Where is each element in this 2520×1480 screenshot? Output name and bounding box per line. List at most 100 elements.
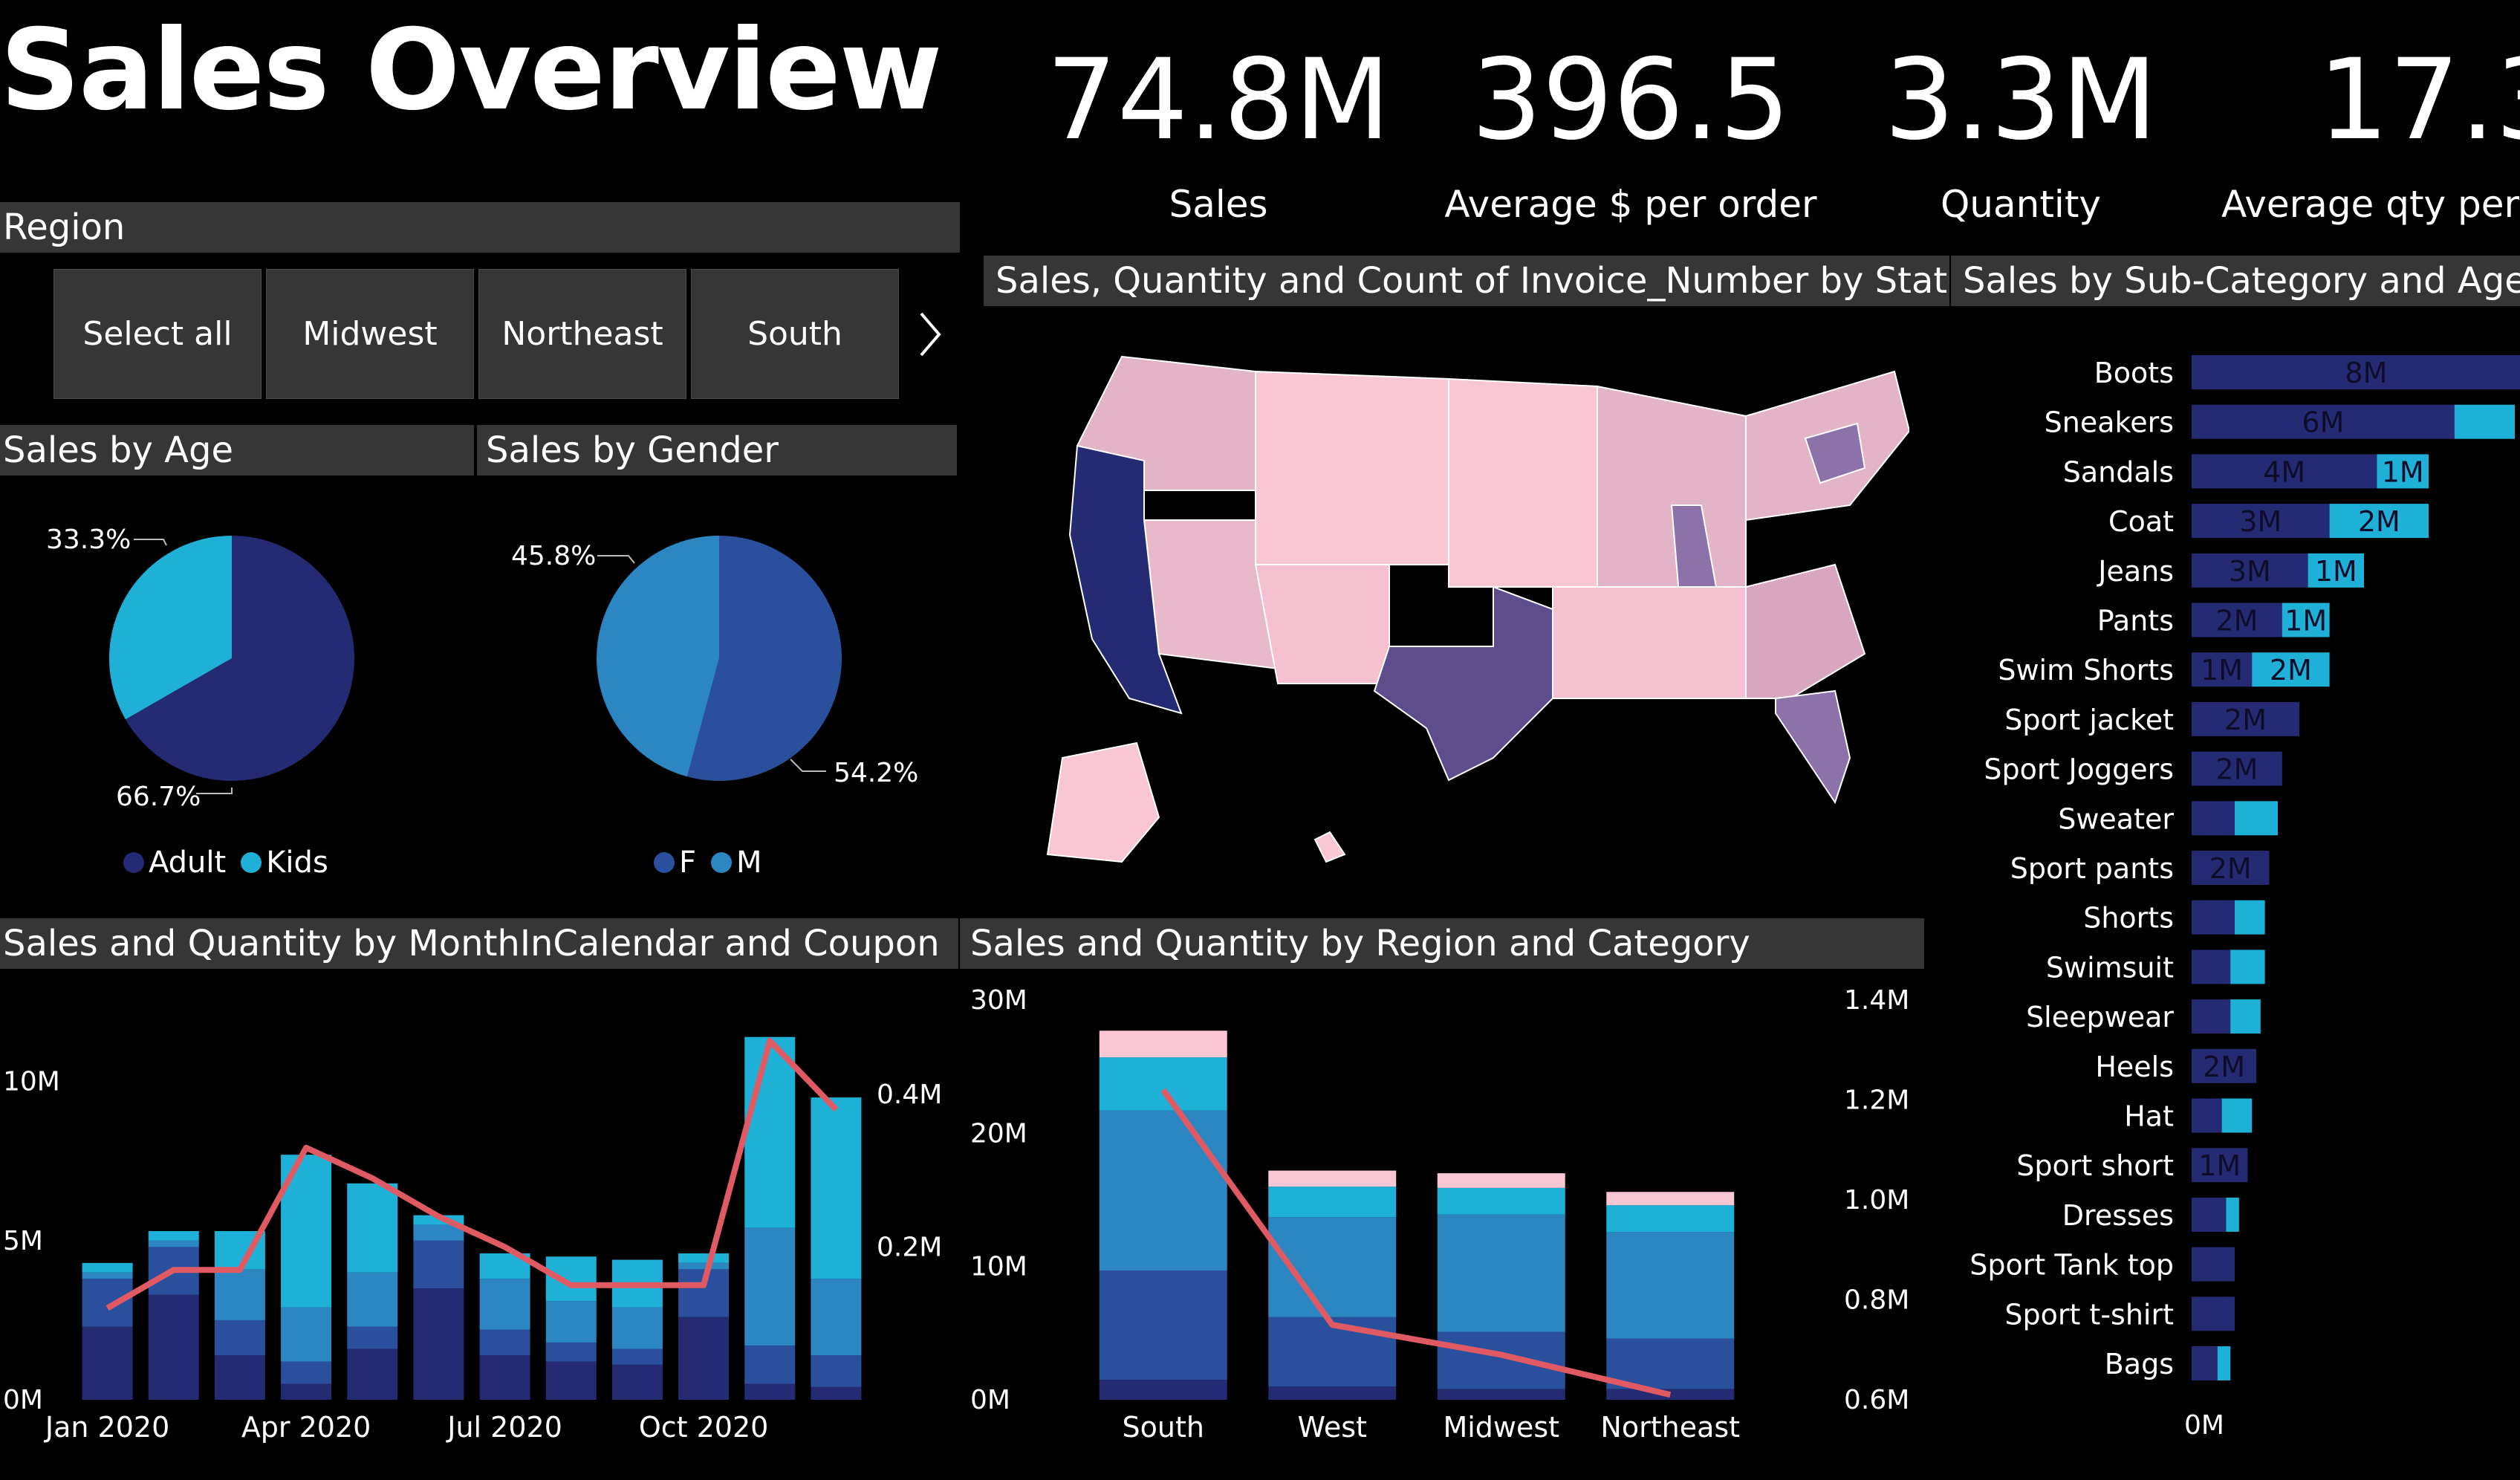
stacked-bar-segment[interactable] (678, 1262, 730, 1270)
subcategory-bar-adult[interactable] (2192, 1346, 2218, 1380)
stacked-bar-segment[interactable] (82, 1279, 133, 1327)
subcategory-bar-adult[interactable] (2192, 355, 2520, 389)
slicer-select-all-button[interactable]: Select all (53, 269, 262, 399)
quantity-line[interactable] (105, 1037, 839, 1311)
stacked-bar-segment[interactable] (214, 1355, 265, 1400)
legend-item-kids[interactable]: Kids (241, 846, 328, 880)
map-region-midwest[interactable] (1597, 385, 1747, 588)
subcategory-bar-kids[interactable] (2377, 454, 2429, 489)
subcategory-bar-adult[interactable] (2192, 1098, 2222, 1133)
stacked-bar-segment[interactable] (281, 1383, 332, 1400)
subcategory-bar-adult[interactable] (2192, 1247, 2235, 1282)
stacked-bar-segment[interactable] (545, 1361, 597, 1400)
map-region-florida[interactable] (1775, 689, 1851, 805)
slicer-south-button[interactable]: South (691, 269, 899, 399)
legend-item-m[interactable]: M (711, 846, 762, 880)
map-region-hawaii[interactable] (1313, 831, 1346, 863)
stacked-bar-segment[interactable] (811, 1355, 862, 1387)
stacked-bar-segment[interactable] (1099, 1057, 1227, 1111)
stacked-bar-segment[interactable] (1099, 1110, 1227, 1271)
stacked-bar-segment[interactable] (1606, 1205, 1735, 1233)
stacked-bar-segment[interactable] (811, 1097, 862, 1279)
map-region-mountain[interactable] (1255, 370, 1449, 565)
stacked-bar-segment[interactable] (479, 1329, 530, 1356)
stacked-bar-segment[interactable] (148, 1240, 199, 1247)
slicer-midwest-button[interactable]: Midwest (266, 269, 474, 399)
stacked-bar-segment[interactable] (347, 1272, 398, 1327)
subcategory-bar-adult[interactable] (2192, 652, 2253, 687)
stacked-bar-segment[interactable] (1099, 1380, 1227, 1400)
stacked-bar-segment[interactable] (82, 1326, 133, 1400)
stacked-bar-segment[interactable] (611, 1364, 663, 1400)
subcategory-bar-kids[interactable] (2235, 900, 2265, 935)
stacked-bar-segment[interactable] (148, 1230, 199, 1241)
subcategory-bar-adult[interactable] (2192, 454, 2377, 489)
map-region-alaska[interactable] (1046, 741, 1160, 863)
stacked-bar-segment[interactable] (744, 1346, 796, 1384)
subcategory-bar-kids[interactable] (2329, 504, 2429, 539)
subcategory-bar-kids[interactable] (2221, 1098, 2253, 1133)
map-region-california[interactable] (1068, 444, 1183, 715)
stacked-bar-segment[interactable] (347, 1348, 398, 1400)
map-region-new-york[interactable] (1804, 422, 1866, 484)
stacked-bar-segment[interactable] (1437, 1214, 1565, 1332)
legend-item-f[interactable]: F (654, 846, 696, 880)
subcategory-bar-kids[interactable] (2235, 801, 2278, 836)
map-region-texas[interactable] (1373, 585, 1553, 782)
stacked-bar-segment[interactable] (347, 1183, 398, 1273)
stacked-bar-segment[interactable] (281, 1361, 332, 1384)
subcategory-bar-adult[interactable] (2192, 553, 2308, 588)
map-region-four-corners[interactable] (1254, 564, 1390, 684)
stacked-bar-segment[interactable] (82, 1272, 133, 1279)
subcategory-bar-kids[interactable] (2282, 603, 2330, 637)
stacked-bar-segment[interactable] (611, 1307, 663, 1349)
subcategory-bar-kids[interactable] (2252, 652, 2330, 687)
subcategory-bar-adult[interactable] (2192, 1197, 2227, 1232)
subcategory-bar-adult[interactable] (2192, 900, 2235, 935)
stacked-bar-segment[interactable] (1437, 1187, 1565, 1215)
stacked-bar-segment[interactable] (744, 1383, 796, 1400)
pie-slice-adult[interactable] (125, 536, 355, 781)
map-region-plains[interactable] (1448, 377, 1598, 588)
chevron-right-icon[interactable] (912, 305, 948, 364)
pie-slice-f[interactable] (686, 536, 842, 781)
subcategory-bar-adult[interactable] (2192, 404, 2455, 439)
stacked-bar-segment[interactable] (811, 1386, 862, 1400)
subcategory-bar-adult[interactable] (2192, 603, 2282, 637)
stacked-bar-segment[interactable] (1099, 1031, 1227, 1058)
stacked-bar-segment[interactable] (148, 1294, 199, 1400)
stacked-bar-segment[interactable] (413, 1240, 464, 1289)
stacked-bar-segment[interactable] (744, 1036, 796, 1228)
stacked-bar-segment[interactable] (811, 1279, 862, 1356)
subcategory-bar-adult[interactable] (2192, 1296, 2235, 1331)
legend-item-adult[interactable]: Adult (123, 846, 226, 880)
stacked-bar-segment[interactable] (214, 1320, 265, 1356)
stacked-bar-segment[interactable] (82, 1262, 133, 1273)
subcategory-bar-kids[interactable] (2308, 553, 2364, 588)
stacked-bar-segment[interactable] (1268, 1386, 1397, 1400)
map-region-southeast[interactable] (1745, 563, 1866, 699)
subcategory-bar-adult[interactable] (2192, 751, 2282, 786)
stacked-bar-segment[interactable] (1437, 1389, 1565, 1400)
map-region-south[interactable] (1552, 586, 1762, 699)
subcategory-bar-adult[interactable] (2192, 801, 2235, 836)
subcategory-bar-kids[interactable] (2217, 1346, 2231, 1380)
stacked-bar-segment[interactable] (744, 1227, 796, 1346)
subcategory-bar-adult[interactable] (2192, 950, 2231, 984)
subcategory-bar-adult[interactable] (2192, 1148, 2248, 1183)
stacked-bar-segment[interactable] (413, 1224, 464, 1241)
stacked-bar-segment[interactable] (545, 1256, 597, 1302)
stacked-bar-segment[interactable] (1268, 1187, 1397, 1218)
quantity-line[interactable] (1160, 1088, 1672, 1398)
subcategory-bar-kids[interactable] (2454, 404, 2515, 439)
slicer-northeast-button[interactable]: Northeast (478, 269, 686, 399)
stacked-bar-segment[interactable] (678, 1253, 730, 1263)
stacked-bar-segment[interactable] (1606, 1192, 1735, 1206)
stacked-bar-segment[interactable] (281, 1307, 332, 1362)
stacked-bar-segment[interactable] (1268, 1317, 1397, 1387)
subcategory-bar-adult[interactable] (2192, 701, 2299, 736)
subcategory-bar-adult[interactable] (2192, 1048, 2256, 1083)
stacked-bar-segment[interactable] (1437, 1331, 1565, 1389)
stacked-bar-segment[interactable] (611, 1348, 663, 1365)
stacked-bar-segment[interactable] (1437, 1173, 1565, 1188)
